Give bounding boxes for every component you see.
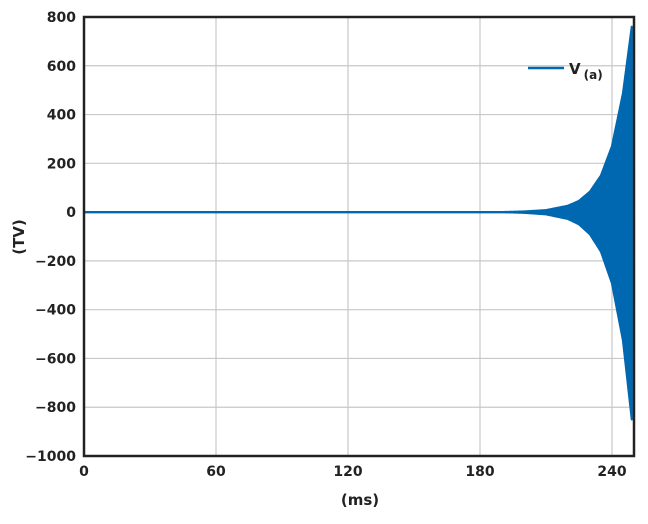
y-axis-label: (TV) bbox=[10, 219, 28, 255]
legend-label: V (a) bbox=[569, 60, 603, 82]
x-tick-label: 60 bbox=[206, 464, 226, 480]
y-tick-label: −800 bbox=[35, 400, 76, 416]
x-tick-label: 240 bbox=[597, 464, 626, 480]
y-tick-label: 400 bbox=[47, 108, 76, 124]
y-tick-label: −400 bbox=[35, 303, 76, 319]
grid bbox=[83, 16, 634, 457]
y-tick-label: −200 bbox=[35, 254, 76, 270]
series-layer bbox=[82, 25, 633, 421]
legend: V (a) bbox=[528, 60, 603, 82]
x-tick-label: 180 bbox=[465, 464, 494, 480]
y-tick-label: −1000 bbox=[25, 449, 76, 465]
y-tick-label: 0 bbox=[66, 205, 76, 221]
y-tick-label: −600 bbox=[35, 351, 76, 367]
y-tick-label: 600 bbox=[47, 59, 76, 75]
y-tick-label: 800 bbox=[47, 10, 76, 26]
series-v-a-envelope bbox=[82, 25, 633, 421]
x-axis-label: (ms) bbox=[341, 491, 379, 509]
y-tick-label: 200 bbox=[47, 156, 76, 172]
plot-frame bbox=[82, 15, 636, 458]
tick-labels: 0 60 120 180 240 800 600 400 200 0 −200 −400 −600 −80… bbox=[25, 10, 627, 480]
x-tick-label: 120 bbox=[333, 464, 362, 480]
x-tick-label: 0 bbox=[79, 464, 89, 480]
